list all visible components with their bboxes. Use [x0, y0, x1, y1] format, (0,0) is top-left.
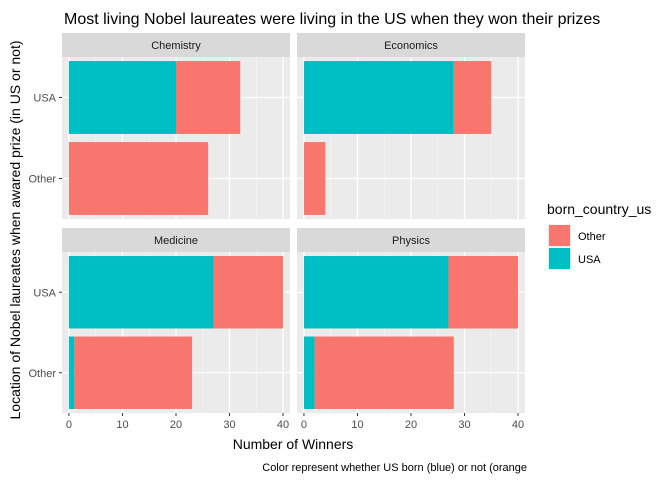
bar-chemistry-usa-usa: [68, 61, 176, 134]
bar-medicine-usa-usa: [68, 256, 214, 329]
y-tick-label: USA: [33, 287, 56, 299]
bar-medicine-other-usa: [68, 336, 75, 409]
x-tick-label: 0: [66, 419, 72, 431]
x-tick-label: 0: [301, 419, 307, 431]
facet-strip-label: Physics: [392, 235, 430, 247]
x-tick-label: 40: [512, 419, 524, 431]
y-tick-label: Other: [28, 174, 56, 186]
x-tick-label: 30: [223, 419, 235, 431]
x-axis-label: Number of Winners: [233, 436, 354, 452]
legend-swatch-other: [549, 225, 570, 246]
bar-chemistry-other-other: [68, 142, 209, 215]
legend: born_country_us Other USA: [547, 201, 651, 270]
chart-title: Most living Nobel laureates were living …: [64, 11, 600, 28]
bar-economics-usa-usa: [303, 61, 454, 134]
facet-strip: [297, 228, 525, 252]
facet-panels: Chemistry USA Other Economics Medicine USA Oth…: [28, 33, 525, 431]
bar-physics-other-usa: [303, 336, 315, 409]
legend-label-other: Other: [578, 231, 606, 243]
facet-economics: Economics: [297, 33, 525, 219]
x-tick-label: 40: [277, 419, 289, 431]
legend-title: born_country_us: [547, 201, 651, 217]
bar-physics-usa-usa: [303, 256, 449, 329]
bar-medicine-other-other: [74, 336, 193, 409]
x-tick-label: 20: [170, 419, 182, 431]
legend-swatch-usa: [549, 248, 570, 269]
facet-strip: [62, 33, 290, 57]
facet-strip-label: Medicine: [154, 235, 198, 247]
facet-chemistry: Chemistry USA Other: [28, 33, 290, 219]
bar-chemistry-usa-other: [176, 61, 241, 134]
x-tick-label: 20: [405, 419, 417, 431]
facet-strip: [62, 228, 290, 252]
facet-strip-label: Chemistry: [151, 40, 201, 52]
facet-strip: [297, 33, 525, 57]
facet-physics: Physics 0 10 20 30 40: [297, 228, 525, 431]
bar-economics-other-other: [303, 142, 326, 215]
bar-economics-usa-other: [453, 61, 492, 134]
bar-medicine-usa-other: [213, 256, 284, 329]
caption: Color represent whether US born (blue) o…: [262, 462, 527, 474]
bar-physics-other-other: [314, 336, 454, 409]
facet-medicine: Medicine USA Other 0 10 20 30 40: [28, 228, 290, 431]
facet-strip-label: Economics: [384, 40, 438, 52]
x-tick-label: 10: [351, 419, 363, 431]
legend-label-usa: USA: [578, 254, 601, 266]
y-tick-label: Other: [28, 368, 56, 380]
x-tick-label: 30: [458, 419, 470, 431]
x-tick-label: 10: [116, 419, 128, 431]
y-axis-label: Location of Nobel laureates when awared …: [7, 41, 23, 420]
bar-physics-usa-other: [448, 256, 519, 329]
y-tick-label: USA: [33, 93, 56, 105]
